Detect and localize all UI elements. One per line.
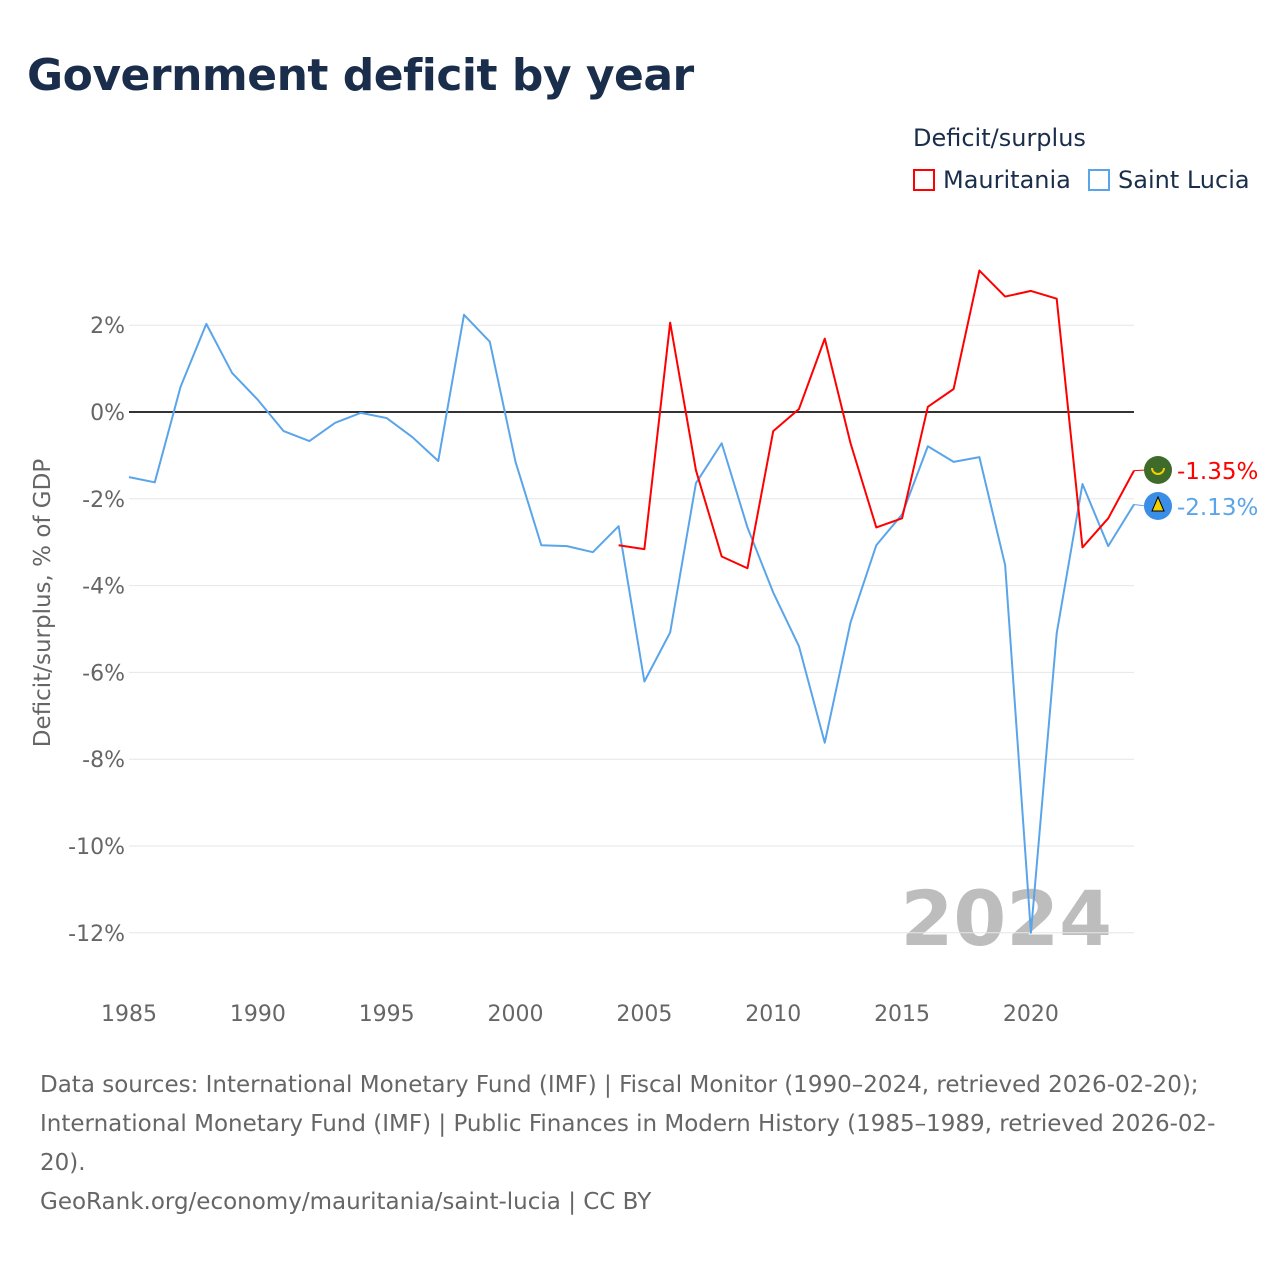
end-connector bbox=[1133, 503, 1147, 507]
end-connector bbox=[1133, 469, 1147, 472]
x-tick-label: 1985 bbox=[101, 1002, 157, 1027]
footer: Data sources: International Monetary Fun… bbox=[40, 1066, 1250, 1222]
y-tick-label: 0% bbox=[90, 401, 125, 426]
y-tick-label: -10% bbox=[68, 835, 125, 860]
data-sources: Data sources: International Monetary Fun… bbox=[40, 1072, 1216, 1176]
legend-swatch bbox=[1088, 169, 1110, 191]
mauritania-flag-icon bbox=[1144, 456, 1172, 484]
x-tick-label: 2000 bbox=[488, 1002, 544, 1027]
x-tick-label: 2015 bbox=[874, 1002, 930, 1027]
y-tick-label: -8% bbox=[82, 748, 125, 773]
chart-title: Government deficit by year bbox=[27, 50, 694, 101]
y-tick-label: -6% bbox=[82, 661, 125, 686]
legend-label: Saint Lucia bbox=[1118, 166, 1250, 194]
legend-label: Mauritania bbox=[943, 166, 1071, 194]
y-tick-label: -4% bbox=[82, 575, 125, 600]
y-tick-label: -12% bbox=[68, 922, 125, 947]
y-tick-label: -2% bbox=[82, 488, 125, 513]
legend-title: Deficit/surplus bbox=[913, 124, 1086, 152]
x-tick-label: 2005 bbox=[616, 1002, 672, 1027]
end-value-label: -2.13% bbox=[1177, 495, 1258, 521]
triangle-icon bbox=[1151, 495, 1165, 512]
x-tick-label: 2010 bbox=[745, 1002, 801, 1027]
watermark-year: 2024 bbox=[900, 874, 1112, 963]
series-line-mauritania bbox=[618, 269, 1135, 570]
source-link[interactable]: GeoRank.org/economy/mauritania/saint-luc… bbox=[40, 1189, 652, 1215]
crescent-icon bbox=[1151, 467, 1165, 475]
x-tick-label: 2020 bbox=[1003, 1002, 1059, 1027]
series-line-saint-lucia bbox=[128, 313, 1135, 934]
legend-swatch bbox=[913, 169, 935, 191]
x-tick-label: 1995 bbox=[359, 1002, 415, 1027]
x-tick-label: 1990 bbox=[230, 1002, 286, 1027]
end-value-label: -1.35% bbox=[1177, 459, 1258, 485]
legend-item-saint-lucia[interactable]: Saint Lucia bbox=[1088, 166, 1250, 194]
y-axis-label: Deficit/surplus, % of GDP bbox=[30, 459, 56, 748]
legend-item-mauritania[interactable]: Mauritania bbox=[913, 166, 1071, 194]
y-tick-label: 2% bbox=[90, 314, 125, 339]
